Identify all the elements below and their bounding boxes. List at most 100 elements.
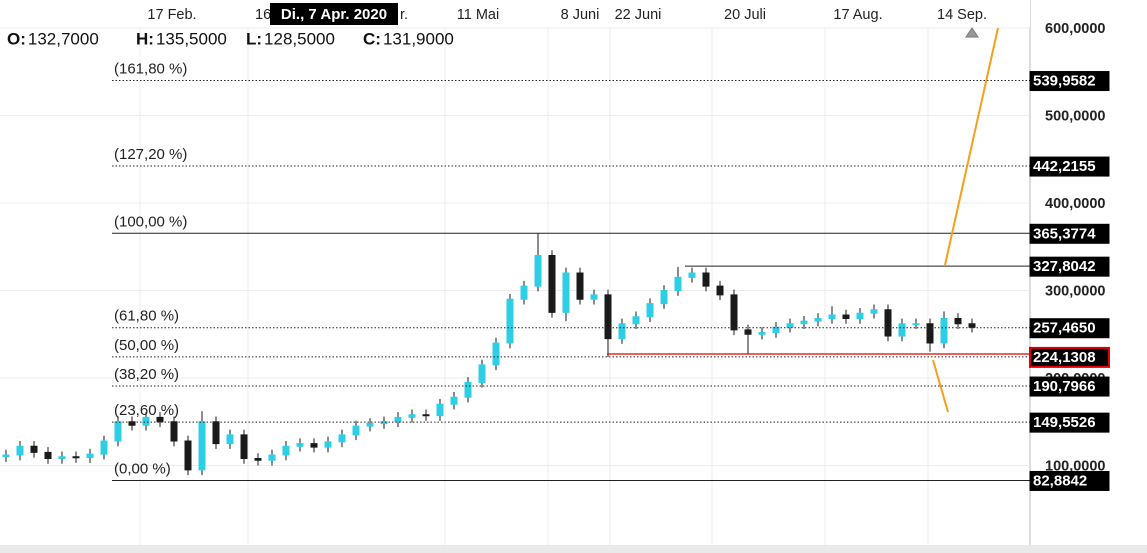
candle-body [352,425,360,436]
y-tick-label: 100,0000 [1045,458,1105,474]
candle-body [632,316,640,325]
x-tick-label: 11 Mai [457,7,499,23]
candle-body [324,441,332,448]
candle-body [520,285,528,300]
candle-body [128,421,136,426]
candle-body [142,416,150,426]
candle-body [366,423,374,427]
candle-body [870,309,878,314]
level-label: (161,80 %) [114,61,187,78]
candle-body [940,318,948,344]
candle-body [954,318,962,325]
tooltip-text: Di., 7 Apr. 2020 [281,6,387,23]
tooltip-box [270,3,398,25]
trend-line [944,27,999,266]
level-label: (23,60 %) [114,402,179,419]
candle-body [310,443,318,448]
level-box [1029,256,1110,277]
candle-body [72,456,80,459]
candle-body [2,454,10,458]
candle-body [884,309,892,337]
candle-body [58,456,66,459]
candle-body [576,272,584,300]
level-value-label: 539,9582 [1033,73,1096,90]
level-box [1029,470,1110,491]
candle-body [44,451,52,459]
y-tick-label: 500,0000 [1045,108,1105,124]
candle-body [254,458,262,461]
candle-body [730,294,738,331]
scroll-icon[interactable] [965,27,979,38]
candle-body [968,323,976,328]
candle-body [450,396,458,405]
candle-body [674,276,682,291]
candle-body [534,255,542,287]
candle-body [282,445,290,456]
candle-body [898,323,906,337]
y-tick-label: 600,0000 [1045,21,1105,37]
ohlc-value: 128,5000 [264,29,335,48]
level-label: (38,20 %) [114,366,179,383]
candle-body [338,434,346,443]
level-value-label: 224,1308 [1033,349,1096,366]
candle-body [184,440,192,471]
candle-body [744,329,752,335]
candle-body [688,272,696,278]
candle-body [100,440,108,455]
candle-body [422,414,430,417]
level-value-label: 190,7966 [1033,378,1096,395]
candle-body [30,445,38,453]
header-band [0,0,1030,27]
y-tick-label: 300,0000 [1045,283,1105,299]
level-box [1029,318,1110,339]
candle-body [226,434,234,445]
candle-body [170,421,178,442]
vertical-grid [139,0,929,545]
candle-body [296,443,304,447]
candle-body [660,290,668,305]
level-label: (127,20 %) [114,146,187,163]
level-value-label: 365,3774 [1033,225,1096,242]
candle-body [716,285,724,296]
level-box [1029,223,1110,244]
candle-body [604,294,612,340]
x-tick-label: 17 Feb. [147,7,196,23]
level-box [1029,412,1110,433]
candle-body [926,323,934,344]
ohlc-key: C: [363,29,381,48]
level-value-label: 257,4650 [1033,320,1096,337]
candle-body [198,421,206,471]
candle-body [408,414,416,418]
x-tick-label: 17 Aug. [833,7,882,23]
candle-body [590,294,598,300]
x-tick-label: 16 [255,7,271,23]
ohlc-key: L: [246,29,262,48]
x-tick-label: 14 Sep. [937,7,987,23]
candle-body [562,272,570,313]
candle-body [618,323,626,340]
candle-body [492,342,500,366]
level-label: (50,00 %) [114,337,179,354]
level-label: (0,00 %) [114,460,171,477]
candle-body [380,421,388,424]
ohlc-value: 131,9000 [383,29,454,48]
trend-line [932,359,949,413]
candle-body [814,318,822,322]
candle-body [506,298,514,344]
candle-body [212,421,220,445]
x-tick-label: 22 Juni [615,7,662,23]
candle-body [856,312,864,319]
level-value-label: 149,5526 [1033,414,1096,431]
level-value-label: 442,2155 [1033,158,1096,175]
candle-body [842,314,850,319]
candle-body [394,416,402,423]
level-value-label: 327,8042 [1033,258,1096,275]
candle-body [646,303,654,318]
level-box [1029,376,1110,397]
candle-body [800,320,808,325]
candle-body [702,272,710,287]
x-tick-label: 20 Juli [724,7,766,23]
candle-body [786,323,794,328]
